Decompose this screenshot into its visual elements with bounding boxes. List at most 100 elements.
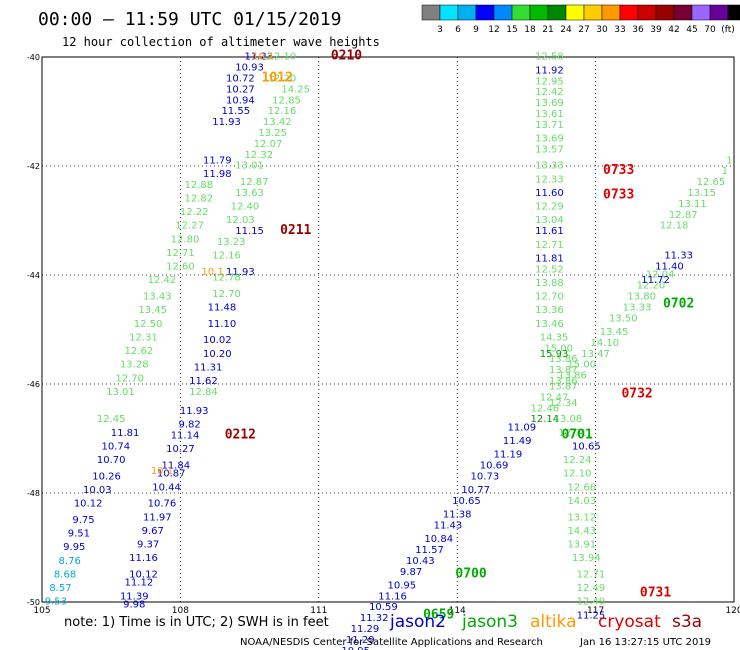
wave-height-label: 9.98 [123,599,145,610]
wave-height-label: 13.25 [258,128,287,139]
wave-height-label: 11.61 [535,226,564,237]
wave-height-label: 12.14 [531,414,560,425]
wave-height-label: 9.51 [68,529,90,540]
wave-height-label: 12.87 [240,177,269,188]
color-swatch [421,4,441,21]
wave-height-label: 12.71 [558,428,587,439]
wave-height-label: 12.10 [268,52,297,63]
wave-height-label: 11.60 [535,188,564,199]
wave-height-label: 12.46 [531,403,560,414]
wave-height-label: 9.95 [63,542,85,553]
wave-height-label: 10.94 [226,95,255,106]
color-scale-label: 33 [614,25,625,35]
wave-height-label: 10.72 [226,74,255,85]
wave-height-label: 12.78 [212,272,241,283]
color-swatch [529,4,549,21]
color-scale-label: 39 [650,25,662,35]
color-swatch [691,4,711,21]
color-scale-label: 12 [488,25,499,35]
wave-height-label: 13.08 [554,414,583,425]
wave-height-label: 10.84 [424,534,453,545]
track-b2: 11.92 11.60 11.61 11.81 10.65 11.25 [535,65,605,621]
color-swatch [727,4,740,21]
longitude-tick-label: 111 [310,606,327,616]
latitude-tick-label: -50 [27,598,40,607]
color-scale-label: 3 [437,25,443,35]
track-a1: 11.2310.9310.7210.2710.9411.5511.9311.79… [120,52,273,611]
wave-height-label: 12.29 [535,202,564,213]
track-time-label: 0733 [603,188,634,203]
wave-height-label: 12.16 [212,251,241,262]
wave-height-label: 11.93 [180,406,209,417]
wave-height-label: 13.91 [567,540,596,551]
color-swatch [637,4,657,21]
legend-jason3: jason3 [461,612,518,632]
wave-height-label: 13.57 [535,144,564,155]
wave-height-label: 10.20 [203,349,232,360]
legend-altika: altika [530,612,577,632]
wave-height-label: 13.61 [535,109,564,120]
wave-height-label: 10.59 [369,602,398,613]
wave-height-label: 12.04 [646,270,675,281]
wave-height-label: 10.65 [572,441,601,452]
color-scale-label: 18 [524,25,536,35]
color-scale-label: 45 [686,25,697,35]
wave-height-label: 12.20 [637,281,666,292]
wave-height-label: 13.45 [600,327,629,338]
page-title: 00:00 – 11:59 UTC 01/15/2019 [38,9,341,30]
wave-height-label: 12.20 [268,74,297,85]
wave-height-label: 11.23 [245,52,274,63]
wave-height-label: 11.16 [129,553,158,564]
wave-height-label: 12.22 [180,207,209,218]
wave-height-label: 13.86 [549,354,578,365]
longitude-tick-label: 114 [449,606,466,616]
wave-height-label: 10.12 [129,569,158,580]
track-a2: 12.1012.2014.2512.8512.1613.4213.2512.07… [97,52,310,425]
color-swatch [619,4,639,21]
wave-height-label: 11.97 [143,512,172,523]
wave-height-label: 12.34 [549,398,578,409]
wave-height-label: 11.16 [378,591,407,602]
wave-height-label: 11.39 [120,591,149,602]
wave-height-label: 10.87 [157,469,186,480]
wave-height-label: 12.47 [540,392,569,403]
wave-height-label: 12.50 [134,319,163,330]
color-swatch [565,4,585,21]
track-a5: 10.1 10.1 10.1 [151,52,275,477]
longitude-tick-label: 105 [33,606,50,616]
wave-height-label: 13.94 [572,553,601,564]
wave-height-label: 11.93 [226,267,255,278]
wave-height-label: 13.46 [535,319,564,330]
wave-height-label: 1 [726,155,732,166]
wave-height-label: 11.57 [415,545,444,556]
wave-height-label: 12.88 [185,180,214,191]
wave-height-label: 12.71 [577,569,606,580]
wave-height-label: 11.84 [161,460,190,471]
wave-height-label: 10.27 [166,444,195,455]
wave-height-label: 10.70 [97,455,126,466]
color-scale-label: 15 [506,25,517,35]
wave-height-label: 11.98 [203,169,232,180]
wave-height-label: 10.95 [341,646,370,650]
color-scale-label: 27 [578,25,589,35]
wave-height-label: 8.57 [49,583,71,594]
wave-height-label: 15.93 [540,349,569,360]
wave-height-label: 11.40 [655,262,684,273]
wave-height-label: 10.69 [480,460,509,471]
wave-height-label: 12.10 [563,469,592,480]
track-time-label: 0212 [225,428,256,443]
latitude-tick-label: -40 [27,53,40,62]
axis-ticks: 105 108 111 114 117 120 -40 -42 -44 -46 -48 -50 [27,53,740,616]
wave-height-label: 12.18 [660,221,689,232]
wave-height-label: 14.25 [281,84,310,95]
track-time-label: 0211 [280,223,311,238]
wave-height-label: 12.82 [185,193,214,204]
color-swatch [655,4,675,21]
wave-height-label: 13.04 [535,215,564,226]
wave-height-label: 13.42 [263,117,292,128]
wave-height-label: 13.11 [678,199,707,210]
wave-height-label: 9.75 [72,515,94,526]
